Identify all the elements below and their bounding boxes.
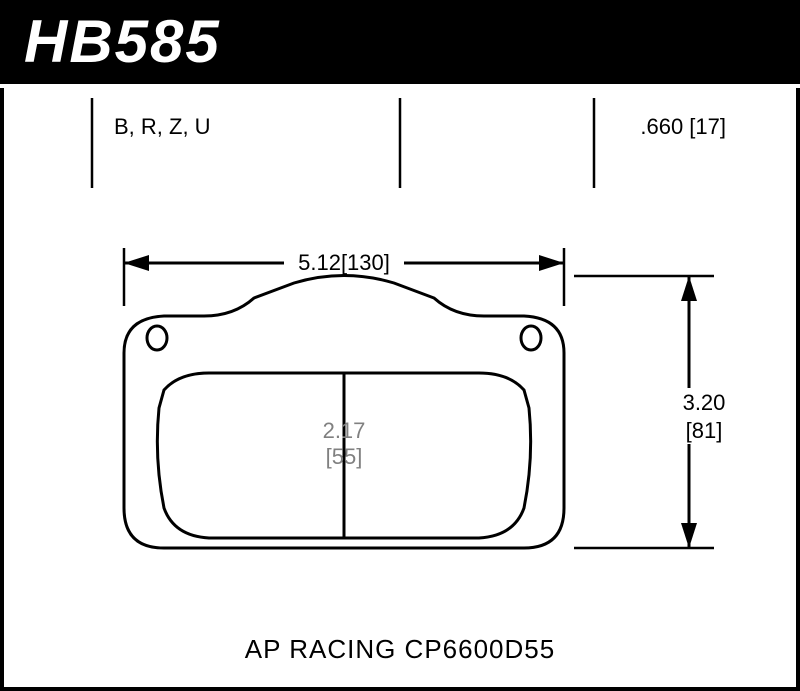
compounds-label: B, R, Z, U — [114, 114, 211, 140]
diagram-area: B, R, Z, U .660 [17] 5.12[130] — [4, 88, 796, 687]
center-mm: [55] — [326, 444, 363, 469]
diagram-frame: B, R, Z, U .660 [17] 5.12[130] — [0, 88, 800, 691]
part-number: HB585 — [24, 8, 221, 75]
brake-pad-shape — [124, 276, 564, 549]
application-label: AP RACING CP6600D55 — [4, 634, 796, 665]
thickness-label: .660 [17] — [640, 114, 726, 140]
width-mm: [130] — [341, 250, 390, 275]
height-dimension: 3.20 [81] — [574, 276, 739, 548]
height-mm: [81] — [686, 418, 723, 443]
center-dimension: 2.17 [55] — [323, 418, 366, 469]
height-in: 3.20 — [683, 390, 726, 415]
diagram-svg: 5.12[130] 2.17 [55] — [4, 88, 796, 687]
svg-text:5.12[130]: 5.12[130] — [298, 250, 390, 275]
center-in: 2.17 — [323, 418, 366, 443]
header-bar: HB585 — [0, 0, 800, 84]
width-in: 5.12 — [298, 250, 341, 275]
